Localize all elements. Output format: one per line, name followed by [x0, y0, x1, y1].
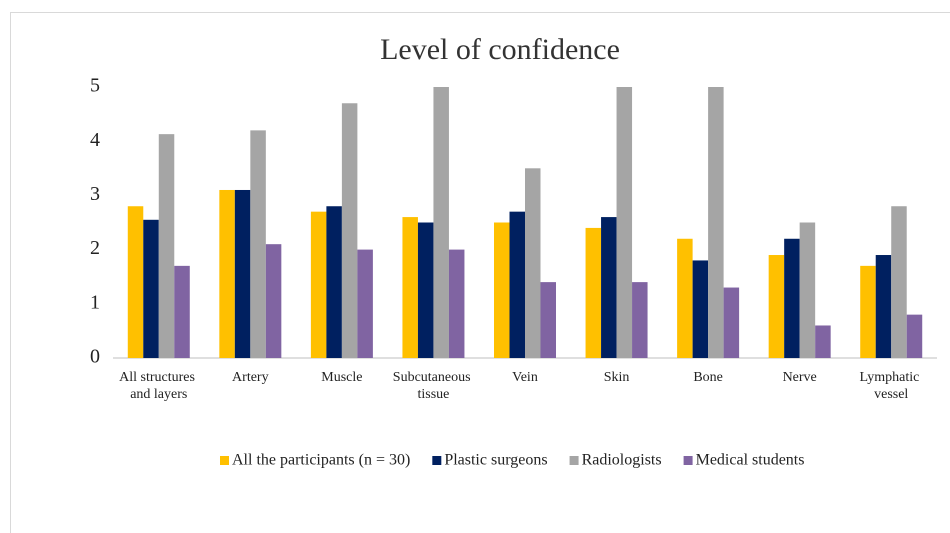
bar: [326, 206, 342, 358]
bar: [494, 222, 510, 358]
x-tick-label: Muscle: [321, 370, 362, 385]
bar: [815, 325, 831, 358]
bar: [891, 206, 907, 358]
bar: [234, 189, 251, 358]
x-tick-label: Skin: [604, 370, 630, 385]
bar: [677, 238, 693, 358]
x-tick-label: Artery: [232, 370, 269, 385]
legend-label: Plastic surgeons: [444, 452, 547, 469]
legend-swatch: [683, 456, 693, 465]
x-tick-label: Lymphatic vessel: [860, 370, 923, 402]
bar: [174, 265, 190, 358]
chart-title: Level of confidence: [380, 33, 620, 66]
y-tick-label: 1: [90, 291, 100, 313]
y-tick-label: 3: [90, 183, 100, 205]
bar: [509, 211, 525, 358]
bar: [265, 244, 282, 358]
bar: [860, 265, 876, 358]
y-tick-label: 5: [90, 75, 100, 97]
y-tick-label: 2: [90, 237, 100, 259]
x-tick-label: All structures and layers: [119, 370, 198, 402]
bar: [158, 134, 175, 358]
x-tick-label: Nerve: [783, 370, 817, 385]
bar: [906, 314, 923, 358]
bar: [402, 217, 418, 358]
bar: [799, 222, 816, 358]
bar: [417, 222, 434, 358]
bar: [250, 130, 266, 358]
bar: [357, 249, 373, 358]
bar: [310, 211, 327, 358]
legend-label: Medical students: [696, 452, 805, 469]
x-tick-label: Vein: [512, 370, 538, 385]
bar: [341, 103, 358, 358]
legend-swatch: [220, 456, 229, 465]
bar: [143, 219, 159, 358]
bar: [448, 249, 465, 358]
bar: [784, 238, 800, 358]
legend-label: Radiologists: [582, 452, 662, 469]
legend-swatch: [569, 456, 579, 465]
y-tick-label: 0: [90, 346, 100, 368]
bar: [433, 87, 449, 358]
bar: [768, 255, 785, 358]
bar: [875, 255, 892, 358]
x-tick-label: Subcutaneous tissue: [393, 370, 474, 402]
bar: [219, 189, 235, 358]
bar: [585, 227, 602, 358]
legend-swatch: [432, 456, 442, 465]
y-tick-label: 4: [90, 129, 100, 151]
bar: [708, 87, 724, 358]
legend-label: All the participants (n = 30): [232, 452, 410, 469]
bar: [127, 206, 144, 358]
bar: [692, 260, 709, 358]
bar: [616, 87, 633, 358]
bar: [723, 287, 740, 358]
bar: [525, 168, 541, 358]
bar: [632, 282, 648, 358]
bar: [540, 282, 556, 358]
bar: [601, 217, 617, 358]
x-tick-label: Bone: [693, 370, 723, 385]
